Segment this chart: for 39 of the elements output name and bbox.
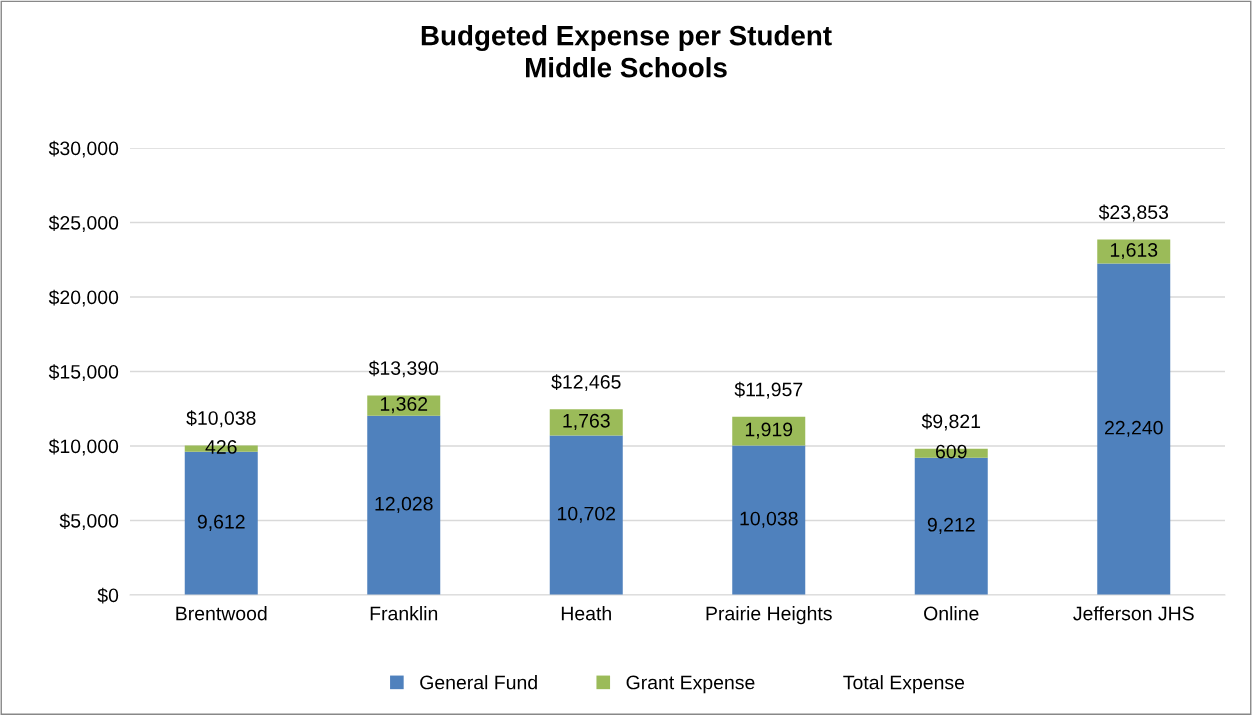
total-label: $23,853	[1098, 204, 1169, 222]
x-tick-label: Jefferson JHS	[1073, 606, 1194, 621]
bar	[914, 457, 988, 595]
y-tick-label: $0	[97, 587, 119, 604]
total-label: $9,821	[921, 413, 981, 431]
x-tick-label: Brentwood	[176, 606, 267, 621]
data-label: 1,763	[563, 413, 610, 430]
x-tick-label: Franklin	[370, 606, 438, 621]
data-label: 22,240	[1104, 420, 1163, 437]
data-label: 9,212	[927, 517, 975, 534]
bar	[732, 445, 806, 595]
legend-label: General Fund	[420, 675, 537, 690]
data-label: 10,702	[558, 506, 616, 523]
y-tick-label: $5,000	[59, 513, 119, 531]
total-label: $10,038	[186, 410, 256, 428]
data-label: 9,612	[197, 514, 245, 531]
data-label: 1,919	[745, 422, 793, 439]
total-label: $13,390	[368, 360, 439, 378]
y-tick-label: $10,000	[48, 438, 119, 456]
data-label: 1,613	[1110, 243, 1158, 260]
text: Total Expense	[843, 675, 965, 694]
chart-title: Budgeted Expense per Student Middle Schools	[421, 25, 832, 78]
x-tick-label: Prairie Heights	[706, 606, 832, 625]
bar	[549, 409, 623, 436]
data-label: 12,028	[375, 496, 433, 513]
y-tick-label: $15,000	[48, 364, 119, 382]
data-label: 10,038	[740, 511, 798, 528]
bar	[1097, 263, 1171, 595]
legend-label: Grant Expense	[626, 675, 755, 694]
y-tick-label: $25,000	[48, 215, 119, 233]
y-tick-label: $20,000	[48, 289, 119, 307]
total-label: $12,465	[551, 374, 621, 392]
y-tick-label: $30,000	[48, 140, 119, 158]
data-label: 1,362	[380, 397, 428, 414]
x-tick-label: Heath	[561, 606, 611, 621]
x-tick-label: Online	[924, 606, 979, 621]
bar	[367, 415, 441, 595]
total-label: $11,957	[734, 381, 803, 399]
bar	[549, 435, 623, 595]
